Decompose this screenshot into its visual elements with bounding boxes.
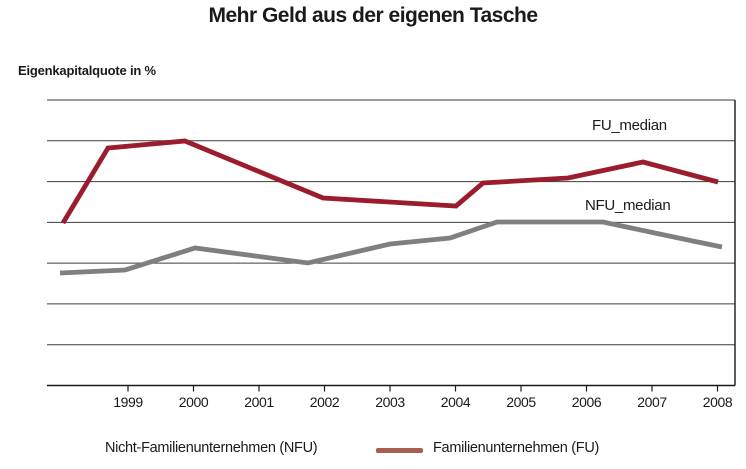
nfu-median-line	[59, 219, 723, 276]
legend-nfu-label: Nicht-Familienunternehmen (NFU)	[105, 440, 318, 456]
x-tick-label: 2005	[506, 394, 536, 410]
y-axis-label: Eigenkapitalquote in %	[18, 63, 156, 78]
x-tick-label: 1999	[113, 394, 143, 410]
x-tick-label: 2001	[244, 394, 274, 410]
x-tick-label: 2004	[440, 394, 471, 410]
legend-fu-label: Familienunternehmen (FU)	[433, 440, 600, 456]
fu-median-line	[60, 138, 719, 225]
x-axis-tick-labels: 1999 2000 2001 2002 2003 2004 2005 2006 2007 2008	[0, 394, 746, 412]
fu-series-label: FU_median	[592, 117, 667, 134]
x-tick-label: 2006	[571, 394, 602, 410]
legend: Nicht-Familienunternehmen (NFU) Familien…	[0, 438, 746, 462]
x-tick-label: 2003	[375, 394, 405, 410]
legend-fu-swatch-line	[376, 448, 423, 453]
x-tick-label: 2008	[702, 394, 733, 410]
nfu-series-label: NFU_median	[585, 197, 671, 214]
x-tick-label: 2000	[178, 394, 209, 410]
page-title: Mehr Geld aus der eigenen Tasche	[208, 4, 538, 27]
x-tick-label: 2007	[637, 394, 667, 410]
x-tick-label: 2002	[309, 394, 340, 410]
